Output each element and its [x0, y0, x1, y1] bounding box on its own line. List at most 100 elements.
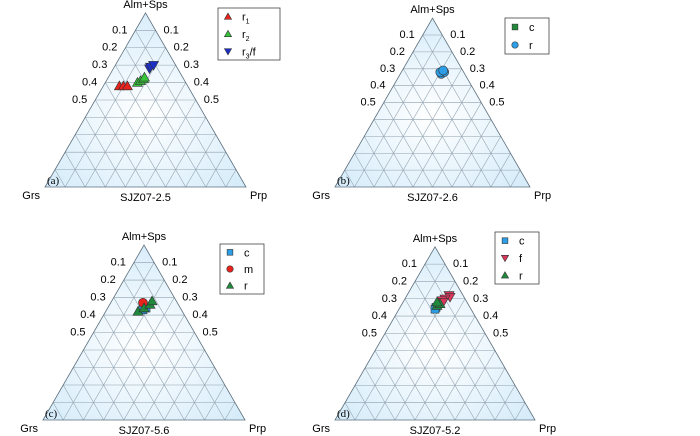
tick-label-left: 0.1: [111, 257, 126, 269]
legend-marker: [223, 12, 233, 20]
legend-marker: [511, 23, 519, 31]
grid-line: [54, 169, 66, 188]
grid-line: [432, 102, 482, 188]
vertex-label-right: Prp: [539, 423, 556, 435]
legend-label: c: [519, 236, 525, 248]
grid-line: [474, 367, 506, 421]
ternary-panel-1: Alm+Sps Grs Prp 0.1 0.2 0.3 0.4 0.5 0.1 0.2 0.3 0.4…: [22, 0, 281, 204]
tick-label-right: 0.5: [204, 94, 219, 106]
grid-line: [64, 30, 156, 188]
grid-line: [64, 152, 86, 188]
grid-line: [224, 402, 236, 421]
grid-line: [143, 332, 195, 421]
tick-label-left: 0.4: [372, 310, 387, 322]
grid-line: [403, 68, 472, 188]
tick-label-right: 0.2: [172, 274, 187, 286]
sample-title: SJZ07-5.6: [119, 425, 170, 436]
grid-line: [354, 385, 376, 421]
tick-label-right: 0.2: [463, 275, 478, 287]
vertex-label-left: Grs: [20, 423, 38, 435]
panel-label: (a): [47, 175, 60, 187]
grid-line: [184, 367, 215, 421]
triangle-outline: [334, 245, 536, 421]
grid-line: [451, 119, 492, 188]
tick-label-right: 0.5: [489, 97, 504, 109]
tick-label-left: 0.1: [112, 24, 127, 36]
panel-label: (c): [45, 408, 58, 420]
vertex-label-left: Grs: [312, 423, 330, 435]
data-points: [132, 295, 158, 316]
grid-line: [364, 136, 394, 188]
legend-label: r2: [242, 29, 250, 43]
tick-label-left: 0.2: [390, 46, 405, 58]
grid-line: [225, 169, 237, 188]
vertex-label-left: Grs: [22, 190, 40, 202]
vertex-label-right: Prp: [534, 190, 551, 202]
grid-line: [394, 298, 466, 421]
grid-line: [354, 34, 443, 188]
vertex-label-left: Grs: [312, 190, 330, 202]
tick-label-right: 0.4: [480, 80, 495, 92]
legend-label: c: [244, 247, 250, 259]
grid-line: [514, 402, 526, 421]
tick-label-left: 0.5: [72, 94, 87, 106]
data-points: [430, 291, 456, 314]
ternary-grid: [52, 262, 236, 421]
legend-label: m: [244, 264, 253, 276]
tick-label-right: 0.5: [203, 327, 218, 339]
grid-line: [105, 65, 176, 188]
tick-label-left: 0.2: [102, 42, 117, 54]
grid-line: [205, 152, 227, 188]
legend-marker: [226, 249, 234, 256]
grid-line: [471, 136, 501, 188]
tick-label-left: 0.2: [101, 274, 116, 286]
grid-line: [103, 297, 175, 421]
data-point: [146, 295, 158, 306]
grid-line: [62, 384, 84, 421]
grid-line: [374, 350, 416, 421]
data-point: [121, 80, 133, 91]
grid-line: [163, 349, 205, 421]
ternary-grid: [344, 34, 521, 188]
ternary-panel-2: Alm+Sps Grs Prp 0.1 0.2 0.3 0.4 0.5 0.1 0.2 0.3 0.4…: [312, 4, 551, 204]
grid-line: [404, 298, 476, 421]
grid-line: [95, 99, 146, 188]
tick-label-right: 0.2: [460, 46, 475, 58]
grid-line: [354, 263, 446, 421]
sample-title: SJZ07-5.2: [410, 425, 461, 436]
legend-box: [494, 231, 540, 285]
vertex-label-top: Alm+Sps: [410, 4, 455, 16]
grid-line: [165, 117, 207, 188]
legend-marker: [500, 255, 510, 263]
tick-label-right: 0.2: [174, 42, 189, 54]
triangle-outline: [42, 244, 246, 421]
tick-label-right: 0.3: [470, 63, 485, 75]
tick-label-right: 0.3: [184, 59, 199, 71]
tick-label-left: 0.4: [80, 309, 95, 321]
grid-line: [135, 30, 227, 188]
grid-line: [145, 99, 196, 188]
vertex-label-right: Prp: [249, 423, 266, 435]
tick-label-left: 0.3: [92, 59, 107, 71]
sample-title: SJZ07-2.5: [120, 192, 171, 204]
data-point: [138, 71, 151, 82]
triangle-outline: [44, 12, 247, 188]
data-point: [431, 296, 443, 307]
grid-line: [62, 262, 155, 421]
legend: cr: [504, 17, 550, 55]
data-points: [435, 65, 450, 79]
grid-line: [373, 119, 414, 188]
tick-label-right: 0.1: [453, 258, 468, 270]
grid-line: [384, 333, 436, 421]
data-point: [438, 65, 449, 76]
grid-line: [434, 333, 486, 421]
legend-marker: [223, 48, 233, 56]
legend: cfr: [494, 231, 540, 285]
grid-line: [424, 263, 516, 421]
ternary-panel-4: Alm+Sps Grs Prp 0.1 0.2 0.3 0.4 0.5 0.1 0.2 0.3 0.4…: [312, 231, 556, 436]
grid-line: [422, 34, 511, 188]
legend-label: r: [519, 270, 523, 282]
ternary-grid: [54, 30, 237, 188]
data-points: [113, 61, 160, 91]
legend-marker: [225, 281, 235, 289]
